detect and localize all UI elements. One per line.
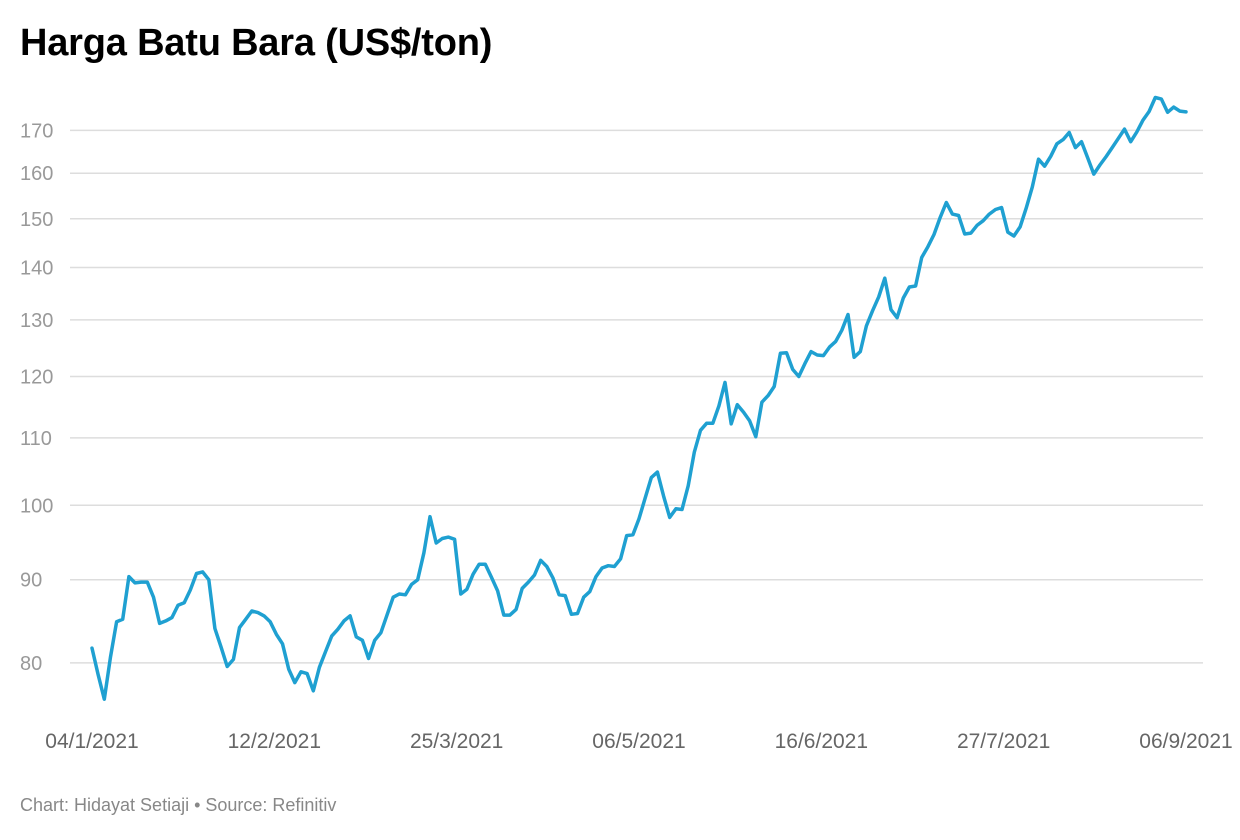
x-axis-tick-labels: 04/1/2021 12/2/2021 25/3/2021 06/5/2021 16/6… [45, 730, 1232, 753]
y-tick-label: 80 [20, 653, 42, 675]
x-tick-label: 04/1/2021 [45, 730, 138, 753]
gridlines [70, 129, 1203, 664]
series-line [90, 95, 1188, 701]
y-tick-label: 130 [20, 310, 53, 332]
x-tick-label: 16/6/2021 [775, 730, 868, 753]
y-tick-label: 160 [20, 163, 53, 185]
chart-title: Harga Batu Bara (US$/ton) [20, 22, 493, 64]
x-tick-label: 06/9/2021 [1139, 730, 1232, 753]
y-tick-label: 140 [20, 258, 53, 280]
y-tick-label: 90 [20, 570, 42, 592]
series-layer [90, 95, 1188, 701]
y-tick-label: 110 [20, 428, 52, 450]
y-tick-label: 120 [20, 366, 53, 388]
y-axis-tick-labels: 80 90 100 110 120 130 140 150 160 170 [20, 120, 53, 675]
x-tick-label: 27/7/2021 [957, 730, 1050, 753]
x-tick-label: 06/5/2021 [592, 730, 685, 753]
x-tick-label: 12/2/2021 [228, 730, 321, 753]
chart-footer-credit: Chart: Hidayat Setiaji • Source: Refinit… [20, 795, 337, 815]
x-tick-label: 25/3/2021 [410, 730, 503, 753]
y-tick-label: 150 [20, 209, 53, 231]
y-tick-label: 170 [20, 120, 53, 142]
y-tick-label: 100 [20, 495, 53, 517]
